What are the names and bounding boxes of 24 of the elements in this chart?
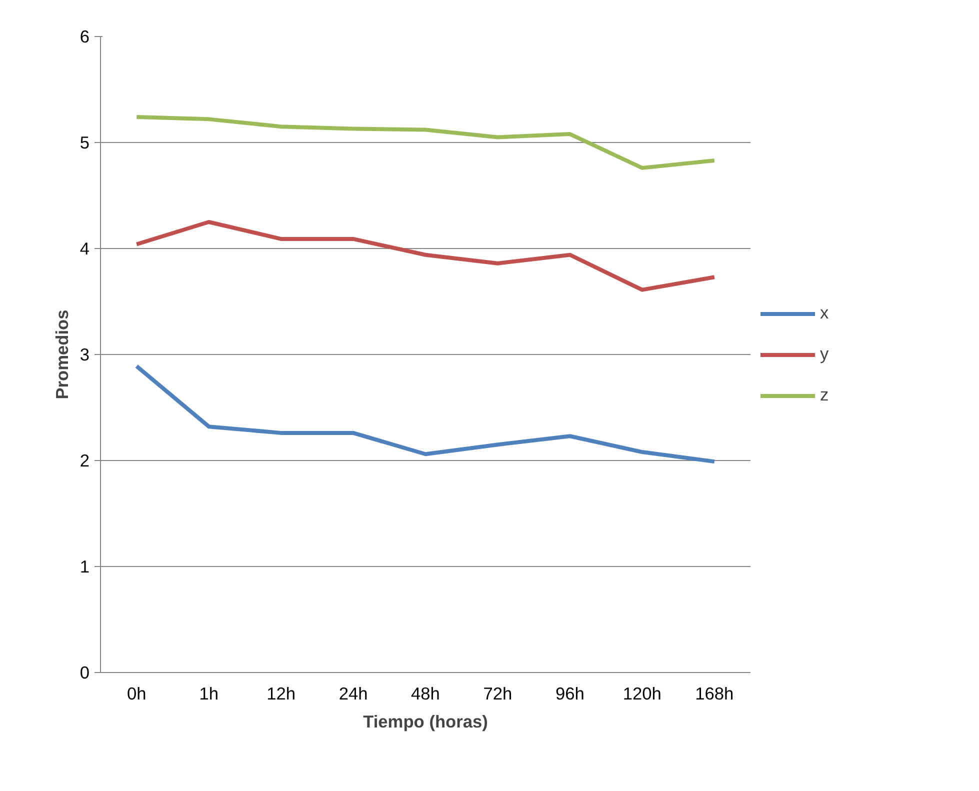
x-tick-label: 24h	[338, 684, 368, 704]
y-tick-label: 3	[80, 344, 90, 364]
y-tick-label: 5	[80, 132, 90, 152]
legend-label: z	[820, 384, 830, 406]
y-tick-label: 4	[80, 238, 90, 258]
x-tick-label: 168h	[695, 684, 734, 704]
line-series	[134, 364, 716, 464]
x-tick-label: 48h	[411, 684, 440, 704]
line-series	[134, 115, 716, 170]
x-tick-label: 12h	[266, 684, 296, 704]
line-series	[134, 220, 716, 292]
x-axis-title: Tiempo (horas)	[363, 712, 488, 732]
y-tick-label: 2	[80, 450, 90, 470]
x-tick-label: 1h	[199, 684, 218, 704]
legend-label: y	[820, 344, 830, 364]
y-tick-label: 6	[80, 26, 90, 46]
x-tick-label: 72h	[483, 684, 512, 704]
x-tick-label: 0h	[126, 684, 146, 704]
x-tick-label: 120h	[622, 684, 662, 704]
y-tick-label: 1	[80, 556, 90, 576]
x-tick-label: 96h	[555, 684, 584, 704]
y-axis-title: Promedios	[52, 310, 72, 400]
y-tick-label: 0	[80, 662, 90, 682]
legend-label: x	[820, 302, 830, 324]
